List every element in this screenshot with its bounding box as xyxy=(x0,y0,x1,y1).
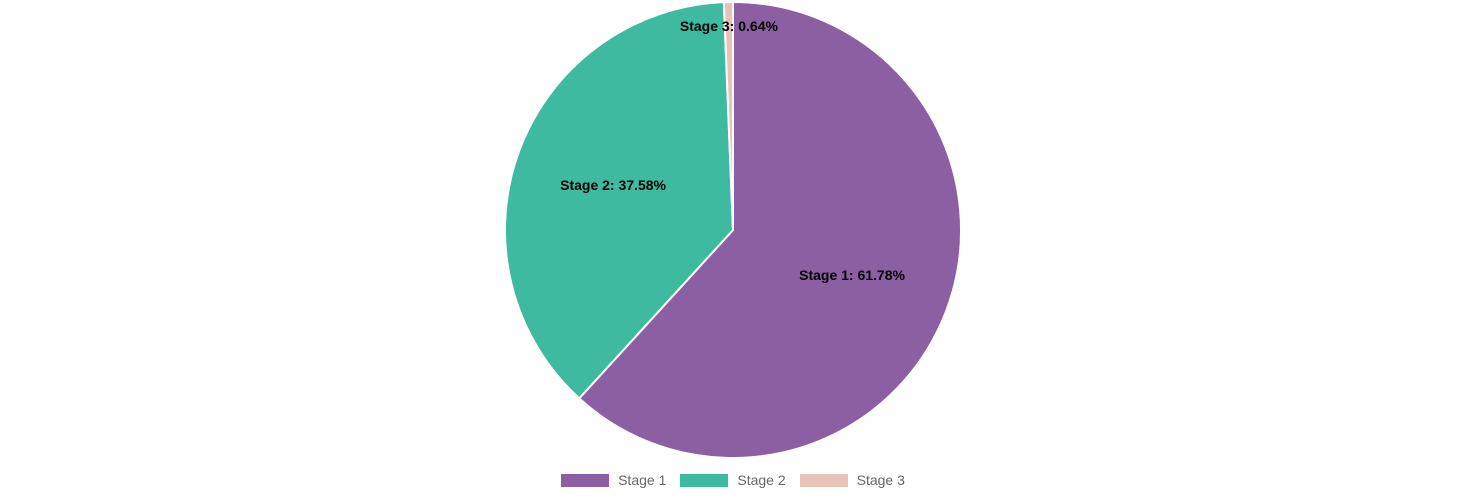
chart-legend: Stage 1 Stage 2 Stage 3 xyxy=(0,470,1466,490)
legend-swatch-stage-2 xyxy=(680,473,729,487)
pie-slices xyxy=(504,0,962,459)
legend-label-stage-3: Stage 3 xyxy=(856,472,905,488)
legend-label-stage-2: Stage 2 xyxy=(737,472,786,488)
pie-slice-stage-2[interactable] xyxy=(504,1,735,400)
legend-item-stage-3[interactable]: Stage 3 xyxy=(799,472,905,488)
legend-swatch-stage-1 xyxy=(561,473,610,487)
data-label-stage-2: Stage 2: 37.58% xyxy=(560,177,666,193)
legend-label-stage-1: Stage 1 xyxy=(618,472,667,488)
pie-data-labels: Stage 1: 61.78% Stage 2: 37.58% Stage 3: 0… xyxy=(560,18,905,283)
data-label-stage-1: Stage 1: 61.78% xyxy=(799,267,905,283)
data-label-stage-3: Stage 3: 0.64% xyxy=(680,18,779,34)
pie-slice-stage-3[interactable] xyxy=(722,0,734,231)
legend-item-stage-1[interactable]: Stage 1 xyxy=(561,472,666,488)
legend-swatch-stage-3 xyxy=(799,473,848,487)
pie-slice-stage-1[interactable] xyxy=(577,0,962,459)
pie-chart-canvas: Stage 1: 61.78% Stage 2: 37.58% Stage 3: 0… xyxy=(504,0,962,459)
legend-item-stage-2[interactable]: Stage 2 xyxy=(680,472,786,488)
